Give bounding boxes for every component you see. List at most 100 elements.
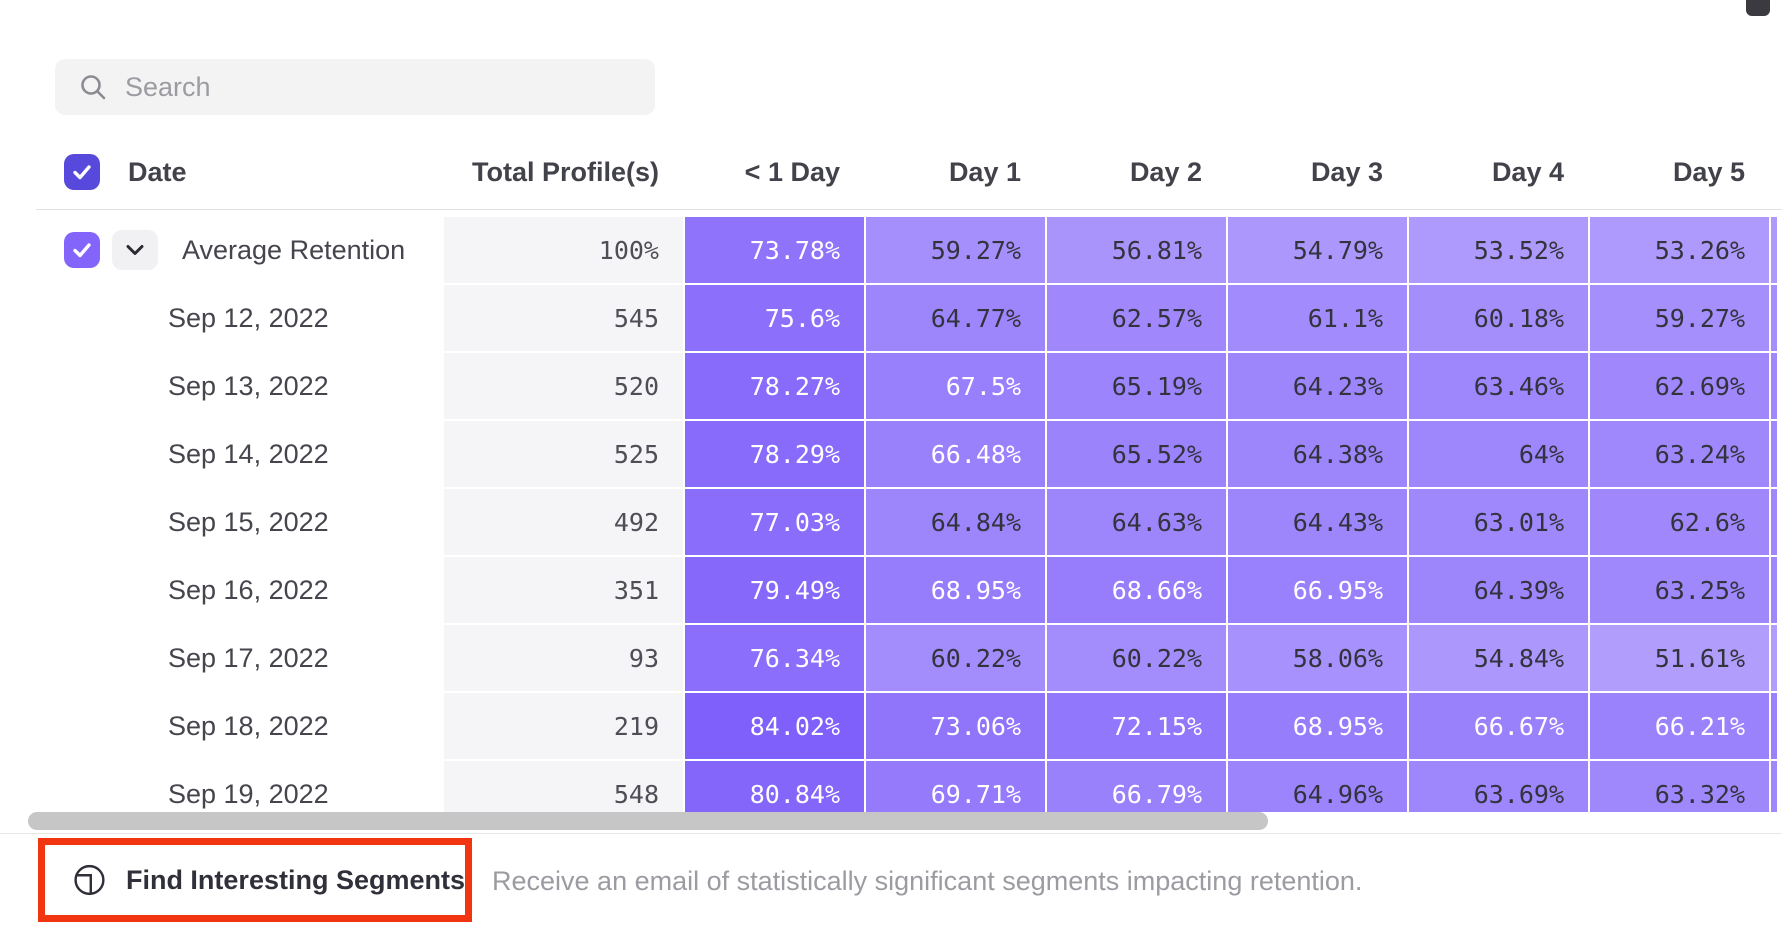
clipped-column-sliver: [1771, 285, 1777, 351]
clipped-column-sliver: [1771, 489, 1777, 555]
retention-cell: 73.06%: [866, 693, 1045, 759]
retention-cell: 64%: [1409, 421, 1588, 487]
find-interesting-segments-button[interactable]: Find Interesting Segments: [38, 838, 472, 922]
total-profiles-cell: 100%: [444, 217, 683, 283]
chevron-down-icon: [126, 245, 144, 255]
collapse-row-button[interactable]: [112, 230, 158, 270]
retention-cell: 63.01%: [1409, 489, 1588, 555]
retention-cell: 64.63%: [1047, 489, 1226, 555]
retention-cell: 80.84%: [685, 761, 864, 812]
retention-cell: 63.46%: [1409, 353, 1588, 419]
clipped-corner-element: [1746, 0, 1770, 16]
row-title: Sep 19, 2022: [168, 778, 329, 809]
retention-cell: 59.27%: [866, 217, 1045, 283]
retention-cell: 77.03%: [685, 489, 864, 555]
retention-cell: 64.84%: [866, 489, 1045, 555]
table-row-label: Sep 19, 2022: [0, 761, 442, 812]
retention-cell: 58.06%: [1228, 625, 1407, 691]
retention-cell: 79.49%: [685, 557, 864, 623]
retention-cell: 72.15%: [1047, 693, 1226, 759]
retention-cell: 65.19%: [1047, 353, 1226, 419]
total-profiles-cell: 520: [444, 353, 683, 419]
table-row-label: Sep 16, 2022: [0, 557, 442, 623]
retention-cell: 62.57%: [1047, 285, 1226, 351]
search-input[interactable]: [125, 71, 655, 103]
retention-cell: 59.27%: [1590, 285, 1769, 351]
column-header-3: Day 2: [1129, 156, 1202, 187]
retention-cell: 66.79%: [1047, 761, 1226, 812]
retention-cell: 61.1%: [1228, 285, 1407, 351]
total-profiles-cell: 219: [444, 693, 683, 759]
row-title: Sep 12, 2022: [168, 302, 329, 333]
search-icon: [81, 75, 106, 100]
retention-cell: 64.38%: [1228, 421, 1407, 487]
row-title: Sep 15, 2022: [168, 506, 329, 537]
date-column-header: Date: [128, 156, 187, 187]
retention-cell: 56.81%: [1047, 217, 1226, 283]
table-row-label: Sep 14, 2022: [0, 421, 442, 487]
row-title: Average Retention: [182, 234, 406, 265]
retention-cell: 65.52%: [1047, 421, 1226, 487]
row-title: Sep 17, 2022: [168, 642, 329, 673]
clipped-column-sliver: [1771, 217, 1777, 283]
retention-cell: 63.25%: [1590, 557, 1769, 623]
retention-cell: 53.52%: [1409, 217, 1588, 283]
total-profiles-cell: 548: [444, 761, 683, 812]
horizontal-scrollbar-thumb[interactable]: [28, 812, 1268, 830]
retention-cell: 66.48%: [866, 421, 1045, 487]
segments-description: Receive an email of statistically signif…: [492, 866, 1363, 896]
retention-cell: 63.32%: [1590, 761, 1769, 812]
table-row-label: Sep 12, 2022: [0, 285, 442, 351]
retention-cell: 51.61%: [1590, 625, 1769, 691]
retention-cell: 62.6%: [1590, 489, 1769, 555]
header-divider: [36, 209, 1782, 210]
row-title: Sep 14, 2022: [168, 438, 329, 469]
retention-cell: 63.24%: [1590, 421, 1769, 487]
retention-cell: 78.29%: [685, 421, 864, 487]
retention-cell: 54.84%: [1409, 625, 1588, 691]
row-checkbox[interactable]: [64, 232, 100, 268]
clipped-column-sliver: [1771, 557, 1777, 623]
row-title: Sep 16, 2022: [168, 574, 329, 605]
retention-cell: 60.18%: [1409, 285, 1588, 351]
column-header-1: < 1 Day: [744, 156, 840, 187]
column-header-2: Day 1: [948, 156, 1021, 187]
retention-cell: 64.96%: [1228, 761, 1407, 812]
row-title: Sep 13, 2022: [168, 370, 329, 401]
find-interesting-segments-label: Find Interesting Segments: [125, 864, 465, 895]
retention-cell: 62.69%: [1590, 353, 1769, 419]
table-row-label: Sep 15, 2022: [0, 489, 442, 555]
retention-cell: 67.5%: [866, 353, 1045, 419]
clipped-column-sliver: [1771, 353, 1777, 419]
retention-cell: 66.67%: [1409, 693, 1588, 759]
retention-cell: 60.22%: [866, 625, 1045, 691]
column-header-5: Day 4: [1491, 156, 1564, 187]
total-profiles-cell: 545: [444, 285, 683, 351]
retention-cell: 68.66%: [1047, 557, 1226, 623]
retention-cell: 64.77%: [866, 285, 1045, 351]
retention-cell: 53.26%: [1590, 217, 1769, 283]
retention-cell: 60.22%: [1047, 625, 1226, 691]
table-header-row: Date Total Profile(s) < 1 Day Day 1 Day 2 Da…: [0, 140, 1782, 204]
total-profiles-cell: 525: [444, 421, 683, 487]
retention-cell: 75.6%: [685, 285, 864, 351]
retention-cell: 69.71%: [866, 761, 1045, 812]
retention-cell: 64.23%: [1228, 353, 1407, 419]
total-profiles-cell: 492: [444, 489, 683, 555]
checkmark-icon: [73, 243, 91, 258]
select-all-checkbox[interactable]: [64, 154, 100, 190]
column-header-6: Day 5: [1672, 156, 1745, 187]
clipped-column-sliver: [1771, 761, 1777, 812]
retention-cell: 66.95%: [1228, 557, 1407, 623]
retention-cell: 73.78%: [685, 217, 864, 283]
total-profiles-cell: 93: [444, 625, 683, 691]
column-header-4: Day 3: [1310, 156, 1383, 187]
search-bar: [55, 59, 655, 115]
retention-cell: 54.79%: [1228, 217, 1407, 283]
table-row-label: Sep 17, 2022: [0, 625, 442, 691]
retention-cell: 76.34%: [685, 625, 864, 691]
footer-divider: [0, 833, 1782, 834]
retention-cell: 66.21%: [1590, 693, 1769, 759]
clipped-column-sliver: [1771, 421, 1777, 487]
segments-icon: [74, 864, 105, 896]
